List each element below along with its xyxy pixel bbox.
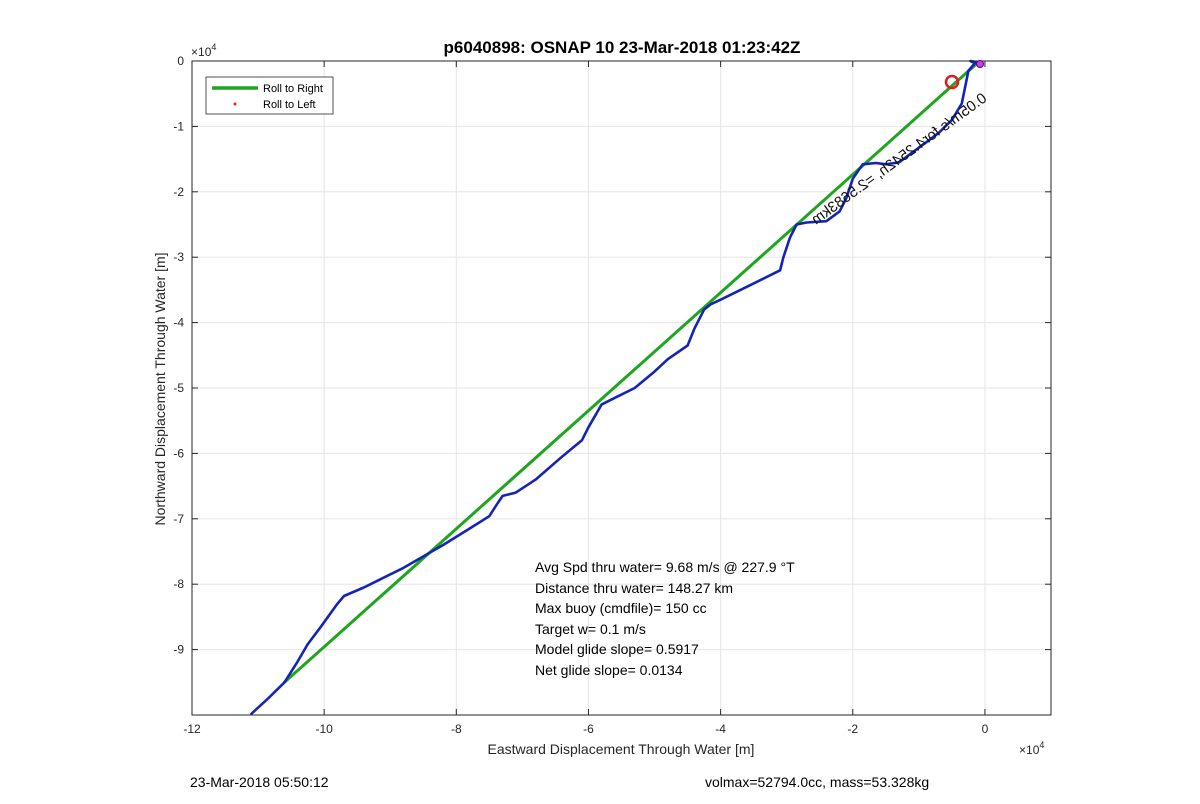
footer-timestamp: 23-Mar-2018 05:50:12 xyxy=(190,774,329,790)
y-axis-exponent-power: 4 xyxy=(211,42,216,52)
stats-line: Model glide slope= 0.5917 xyxy=(535,641,699,657)
stats-line: Distance thru water= 148.27 km xyxy=(535,580,733,596)
x-tick-label: 0 xyxy=(982,722,989,736)
x-tick-label: -4 xyxy=(715,722,726,736)
x-tick-label: -6 xyxy=(583,722,594,736)
stats-text-block: Avg Spd thru water= 9.68 m/s @ 227.9 °T … xyxy=(535,559,795,678)
y-tick-label: -5 xyxy=(173,381,184,395)
x-tick-label: -10 xyxy=(315,722,333,736)
x-tick-label: -8 xyxy=(451,722,462,736)
y-axis-label: Northward Displacement Through Water [m] xyxy=(152,252,168,525)
stats-line: Target w= 0.1 m/s xyxy=(535,621,646,637)
legend-label-roll-left: Roll to Left xyxy=(263,99,316,111)
start-marker xyxy=(944,60,984,90)
y-tick-label: -2 xyxy=(173,185,184,199)
y-tick-label: -9 xyxy=(173,643,184,657)
x-axis-exponent: ×104 xyxy=(1019,740,1044,757)
y-tick-label: -1 xyxy=(173,119,184,133)
series-line-2 xyxy=(250,59,980,716)
series-layer xyxy=(250,59,980,716)
y-tick-label: -8 xyxy=(173,577,184,591)
legend: Roll to Right Roll to Left xyxy=(205,76,334,115)
y-tick-label: -4 xyxy=(173,316,184,330)
legend-marker-roll-left xyxy=(233,102,237,106)
y-axis-exponent: ×104 xyxy=(191,42,216,59)
x-tick-label: -2 xyxy=(847,722,858,736)
x-axis-exponent-power: 4 xyxy=(1039,740,1044,750)
y-tick-label: -6 xyxy=(173,446,184,460)
legend-label-roll-right: Roll to Right xyxy=(263,83,323,95)
chart-title: p6040898: OSNAP 10 23-Mar-2018 01:23:42Z xyxy=(444,38,801,57)
x-axis-label: Eastward Displacement Through Water [m] xyxy=(488,741,755,757)
stats-line: Max buoy (cmdfile)= 150 cc xyxy=(535,600,707,616)
x-tick-label: -12 xyxy=(183,722,201,736)
y-tick-label: -7 xyxy=(173,512,184,526)
ticks: -12 -10 -8 -6 -4 -2 0 0 -1 -2 -3 -4 -5 -6 -7 -8 -9 xyxy=(173,54,1051,736)
stats-line: Net glide slope= 0.0134 xyxy=(535,662,683,678)
y-tick-label: -3 xyxy=(173,250,184,264)
stats-line: Avg Spd thru water= 9.68 m/s @ 227.9 °T xyxy=(535,559,795,575)
y-tick-label: 0 xyxy=(177,54,184,68)
footer-volmax-mass: volmax=52794.0cc, mass=53.328kg xyxy=(705,774,930,790)
